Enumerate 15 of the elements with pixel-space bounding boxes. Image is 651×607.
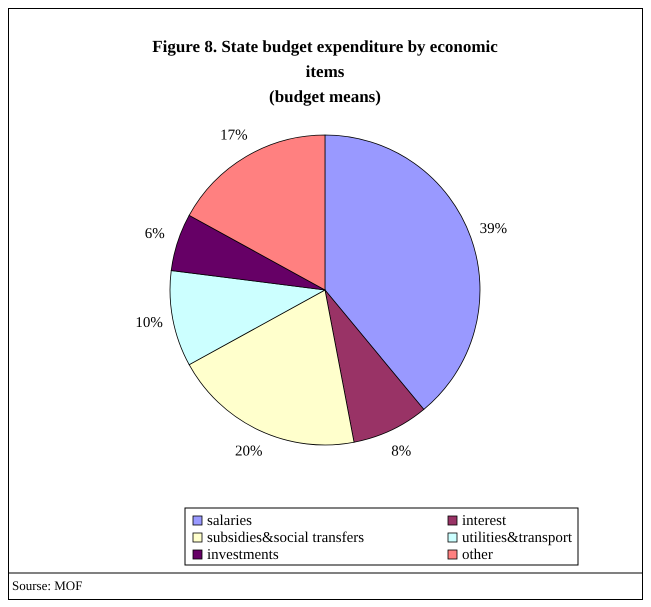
- chart-subtitle: (budget means): [269, 87, 381, 106]
- legend-label: subsidies&social transfers: [207, 530, 364, 546]
- chart-title: Figure 8. State budget expenditure by economic items: [152, 37, 498, 81]
- legend-label: interest: [462, 513, 507, 529]
- data-label: 39%: [480, 220, 508, 237]
- legend-label: other: [462, 547, 493, 563]
- data-label: 20%: [235, 443, 263, 460]
- legend-label: salaries: [207, 513, 252, 529]
- data-label: 8%: [391, 443, 412, 460]
- data-label: 10%: [135, 314, 163, 331]
- legend-label: investments: [207, 547, 279, 563]
- text: Sourse: MOF: [12, 578, 82, 593]
- data-label: 17%: [220, 127, 248, 144]
- data-label: 6%: [144, 226, 165, 242]
- legend-label: utilities&transport: [462, 530, 573, 546]
